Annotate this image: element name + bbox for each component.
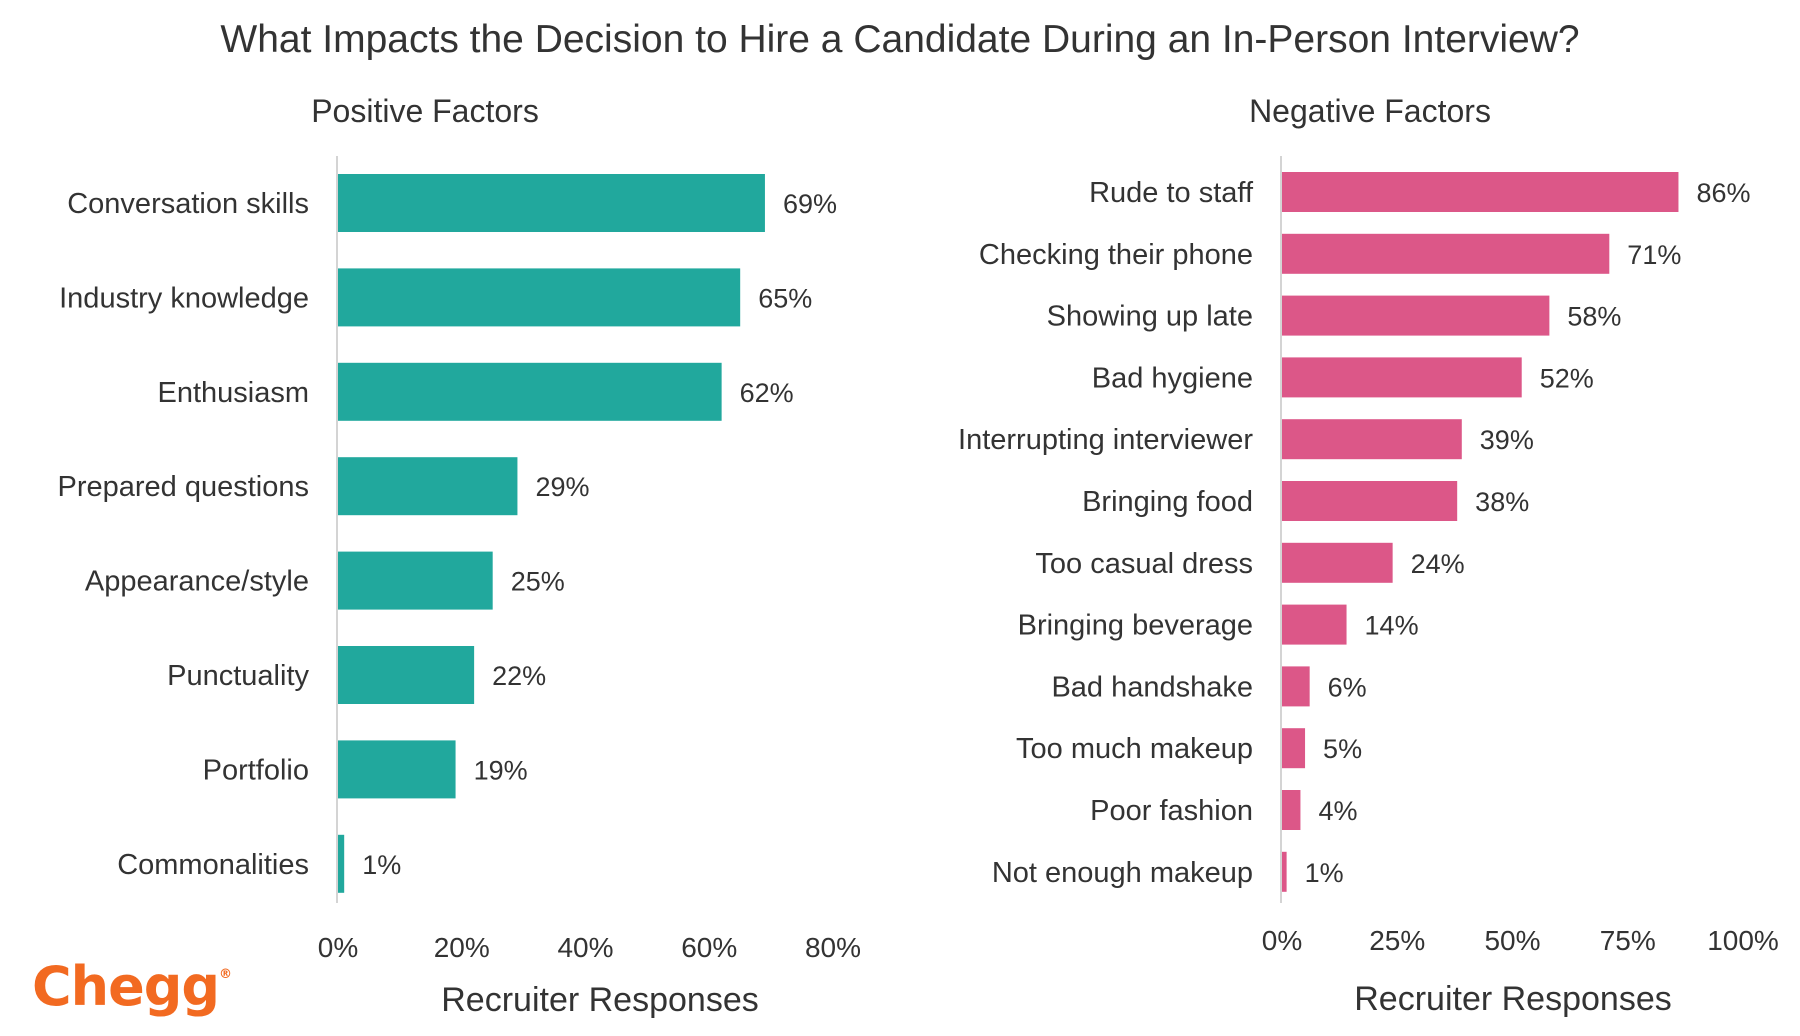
negative-bar	[1282, 295, 1550, 336]
negative-bar	[1282, 790, 1301, 830]
positive-value-label: 29%	[535, 472, 589, 502]
negative-value-label: 38%	[1475, 487, 1529, 517]
positive-category-label: Portfolio	[203, 754, 309, 786]
negative-category-label: Checking their phone	[979, 239, 1253, 271]
chegg-logo: Chegg®	[32, 955, 232, 1018]
negative-bar	[1282, 481, 1458, 521]
positive-bar	[338, 457, 518, 516]
negative-tick-label: 0%	[1262, 925, 1302, 956]
positive-tick-label: 80%	[805, 932, 861, 963]
negative-category-label: Rude to staff	[1089, 177, 1254, 209]
negative-value-label: 4%	[1318, 796, 1357, 826]
positive-value-label: 69%	[783, 189, 837, 219]
negative-bar	[1282, 233, 1610, 274]
positive-value-label: 62%	[740, 378, 794, 408]
positive-bar	[338, 834, 345, 893]
negative-value-label: 1%	[1305, 858, 1344, 888]
negative-category-label: Showing up late	[1047, 301, 1253, 333]
negative-category-label: Bad hygiene	[1092, 362, 1253, 394]
negative-bar	[1282, 728, 1306, 769]
negative-value-label: 39%	[1480, 425, 1534, 455]
negative-bar	[1282, 357, 1522, 398]
positive-category-label: Enthusiasm	[157, 377, 309, 409]
negative-category-label: Bringing beverage	[1018, 610, 1253, 642]
positive-value-label: 1%	[362, 850, 401, 880]
negative-category-label: Poor fashion	[1090, 795, 1253, 827]
positive-category-label: Appearance/style	[85, 566, 309, 598]
negative-value-label: 5%	[1323, 734, 1362, 764]
registered-mark: ®	[219, 967, 232, 982]
negative-value-label: 58%	[1567, 302, 1621, 332]
negative-bar	[1282, 172, 1679, 212]
negative-category-label: Bringing food	[1082, 486, 1253, 518]
positive-axis-title: Recruiter Responses	[441, 981, 758, 1019]
positive-category-label: Conversation skills	[67, 188, 309, 220]
negative-value-label: 71%	[1627, 240, 1681, 270]
negative-category-label: Too casual dress	[1035, 548, 1253, 580]
negative-value-label: 24%	[1411, 549, 1465, 579]
negative-value-label: 6%	[1328, 672, 1367, 702]
negative-subplot-title: Negative Factors	[1249, 93, 1491, 129]
positive-bar	[338, 740, 456, 799]
negative-category-label: Not enough makeup	[992, 857, 1253, 889]
negative-value-label: 52%	[1540, 363, 1594, 393]
positive-bar	[338, 362, 722, 421]
positive-value-label: 25%	[511, 567, 565, 597]
positive-value-label: 19%	[474, 755, 528, 785]
positive-value-label: 22%	[492, 661, 546, 691]
negative-category-label: Interrupting interviewer	[958, 424, 1253, 456]
positive-tick-label: 20%	[434, 932, 490, 963]
positive-bar	[338, 646, 475, 704]
negative-bar	[1282, 419, 1462, 460]
negative-axis-title: Recruiter Responses	[1354, 980, 1671, 1018]
negative-tick-label: 50%	[1484, 925, 1540, 956]
negative-value-label: 86%	[1696, 178, 1750, 208]
positive-tick-label: 40%	[557, 932, 613, 963]
negative-bar	[1282, 666, 1310, 707]
negative-category-label: Too much makeup	[1016, 733, 1253, 765]
negative-category-label: Bad handshake	[1051, 671, 1253, 703]
negative-tick-label: 75%	[1600, 925, 1656, 956]
positive-bar	[338, 551, 493, 610]
negative-bar	[1282, 851, 1287, 892]
main-title: What Impacts the Decision to Hire a Cand…	[220, 18, 1580, 61]
positive-category-label: Prepared questions	[58, 471, 310, 503]
negative-value-label: 14%	[1365, 611, 1419, 641]
logo-text: Chegg	[32, 955, 220, 1018]
negative-bar	[1282, 542, 1393, 583]
negative-bar	[1282, 604, 1347, 645]
positive-category-label: Punctuality	[167, 660, 309, 692]
positive-tick-label: 0%	[318, 932, 358, 963]
negative-tick-label: 100%	[1707, 925, 1779, 956]
positive-tick-label: 60%	[681, 932, 737, 963]
positive-value-label: 65%	[758, 283, 812, 313]
positive-subplot-title: Positive Factors	[311, 93, 539, 129]
positive-bar	[338, 174, 765, 232]
positive-category-label: Commonalities	[117, 849, 309, 881]
negative-tick-label: 25%	[1369, 925, 1425, 956]
positive-category-label: Industry knowledge	[59, 282, 309, 314]
positive-bar	[338, 268, 741, 327]
